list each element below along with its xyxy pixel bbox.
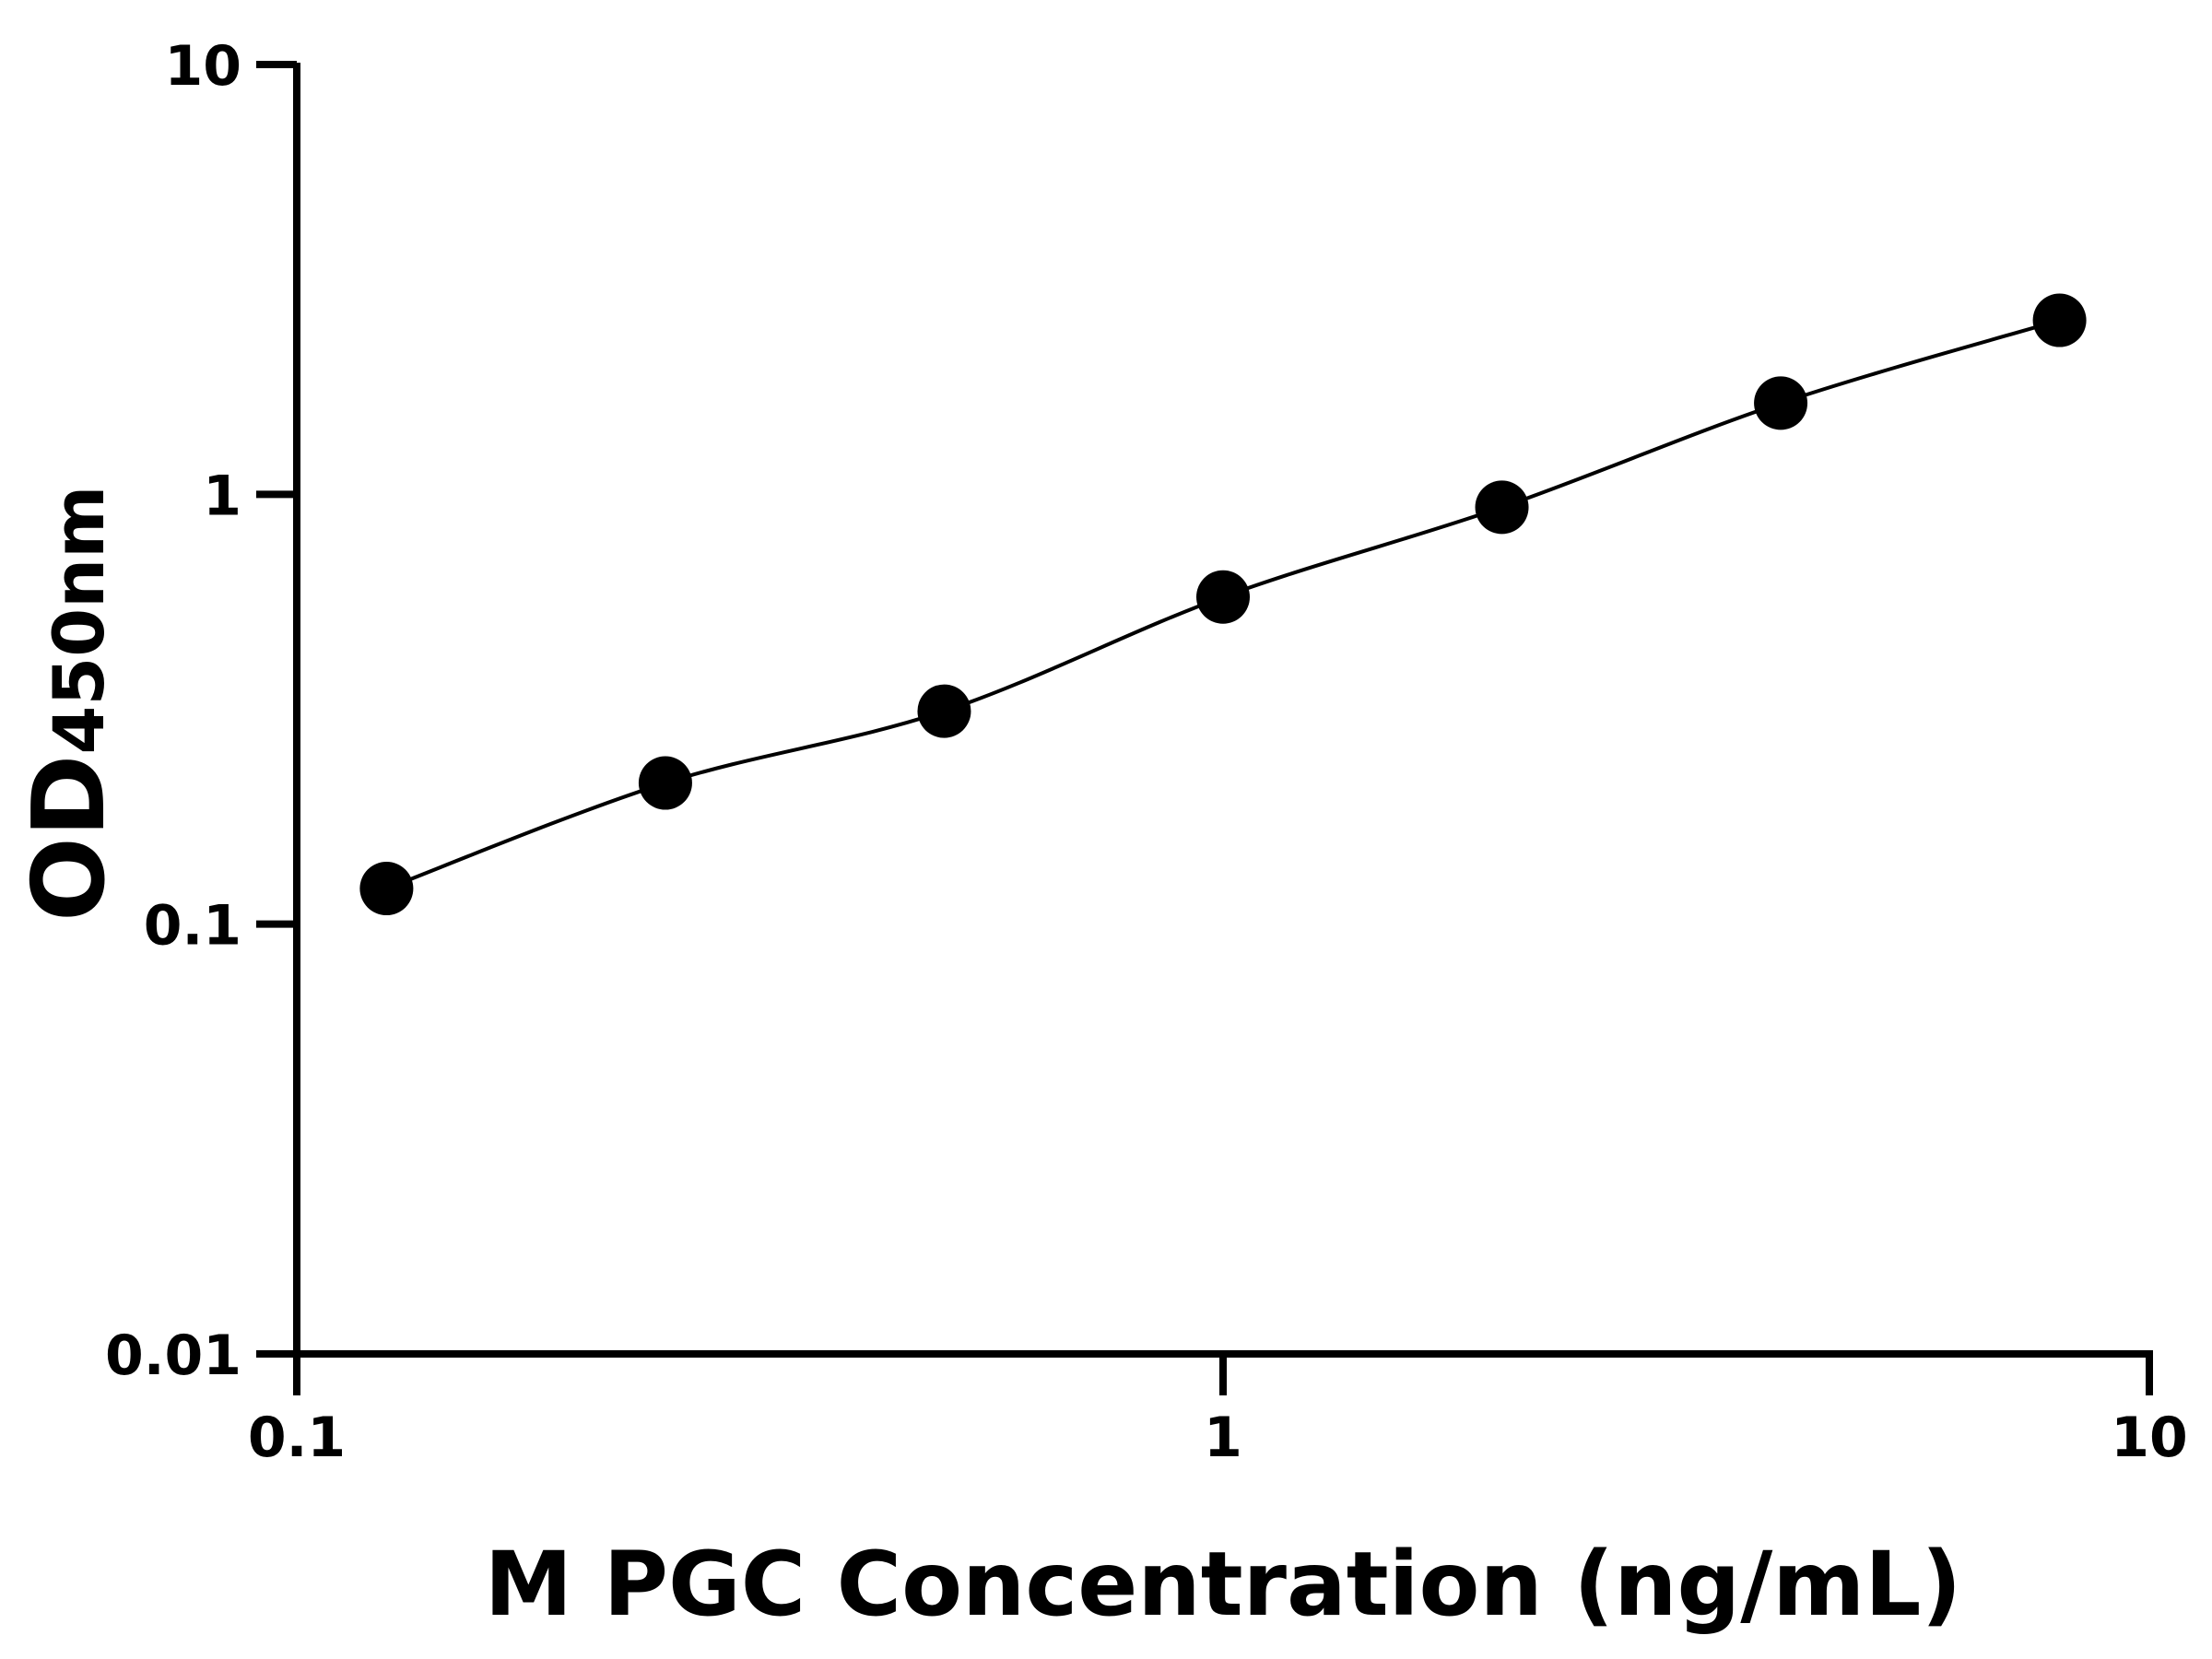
x-axis-title: M PGC Concentration (ng/mL) (485, 1533, 1962, 1636)
data-point (1754, 376, 1808, 430)
y-tick-label: 0.01 (105, 1324, 241, 1388)
data-point (1475, 480, 1529, 535)
y-axis-title-main: OD (12, 755, 127, 922)
data-point (1196, 570, 1250, 624)
data-point (638, 756, 692, 810)
data-point (917, 684, 971, 738)
y-tick-label: 10 (165, 34, 242, 99)
y-tick-label: 0.1 (144, 894, 241, 959)
data-points (359, 293, 2087, 916)
y-tick-label: 1 (203, 464, 241, 528)
y-axis-ticks: 0.01 0.1 1 10 (105, 34, 297, 1388)
x-tick-label: 0.1 (248, 1406, 346, 1470)
y-axis-title-subscript: 450nm (38, 486, 120, 755)
data-point (2032, 293, 2087, 347)
x-axis-ticks: 0.1 1 10 (248, 1354, 2188, 1470)
y-axis-title: OD450nm (12, 486, 127, 922)
x-tick-label: 10 (2111, 1406, 2188, 1470)
data-point (359, 862, 414, 916)
x-tick-label: 1 (1204, 1406, 1242, 1470)
